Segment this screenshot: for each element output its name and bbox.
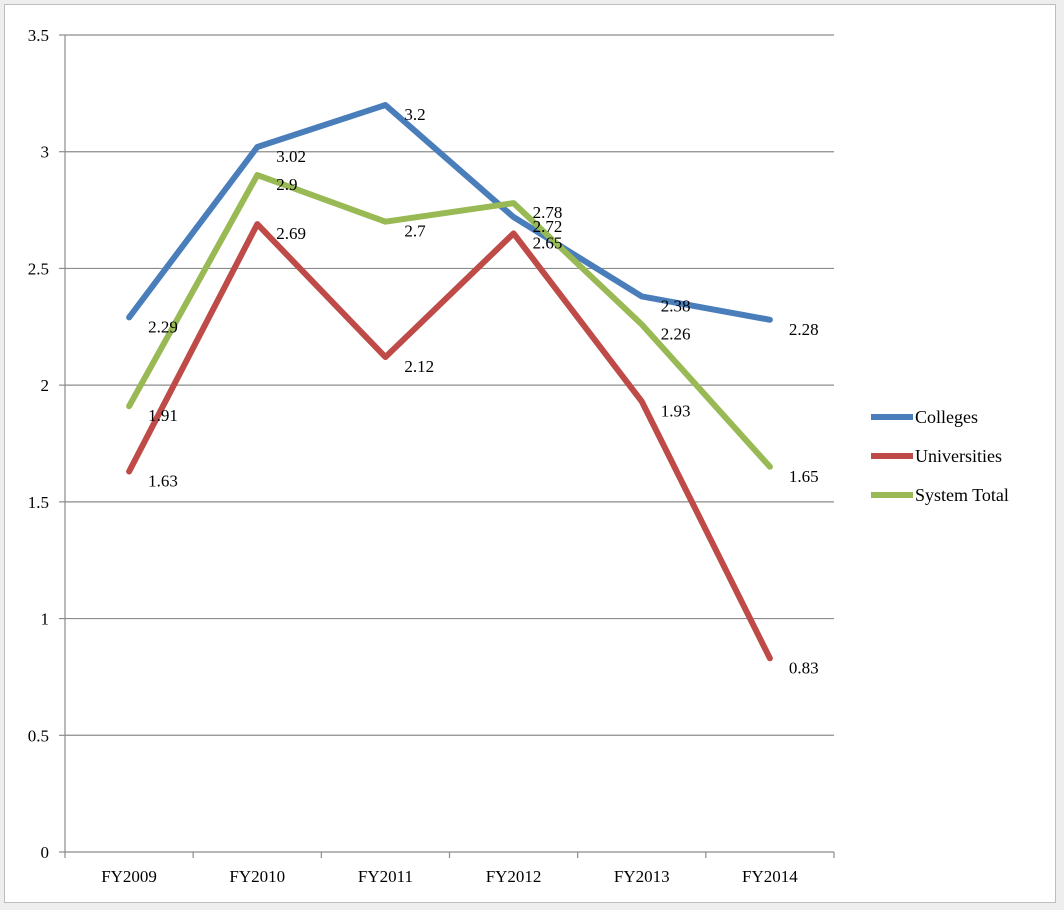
data-label: 2.9 [276, 175, 297, 194]
data-label: 3.2 [404, 105, 425, 124]
data-labels: 2.29 3.02 3.2 2.72 2.38 2.28 1.63 2.69 2.12 2.65 1… [148, 105, 819, 677]
data-label: 2.72 [533, 217, 563, 236]
data-label: 0.83 [789, 658, 819, 677]
gridlines [65, 34, 834, 736]
y-tick-label: 3 [41, 143, 50, 162]
data-label: 2.7 [404, 222, 426, 241]
legend-label: System Total [915, 485, 1009, 505]
data-label: 1.65 [789, 467, 819, 486]
y-tick-label: 1.5 [28, 493, 49, 512]
data-label: 2.29 [148, 317, 178, 336]
data-label: 2.69 [276, 224, 306, 243]
series-line-colleges [126, 102, 773, 323]
y-axis-ticks: 0 0.5 1 1.5 2 2.5 3 3.5 [28, 26, 49, 862]
data-label: 1.93 [661, 401, 691, 420]
y-tick-label: 0 [41, 843, 50, 862]
data-label: 2.38 [661, 296, 691, 315]
series-lines [126, 102, 773, 662]
x-axis-ticks: FY2009 FY2010 FY2011 FY2012 FY2013 FY2014 [101, 867, 798, 886]
chart-frame: 0 0.5 1 1.5 2 2.5 3 3.5 FY2009 FY2010 FY2011 FY201… [4, 4, 1056, 903]
x-tick-label: FY2011 [358, 867, 413, 886]
legend-label: Colleges [915, 407, 978, 427]
x-tick-label: FY2014 [742, 867, 798, 886]
y-tick-label: 2 [41, 376, 50, 395]
x-tick-label: FY2009 [101, 867, 157, 886]
y-tick-label: 3.5 [28, 26, 49, 45]
data-label: 1.91 [148, 406, 178, 425]
y-tick-label: 1 [41, 610, 50, 629]
legend: Colleges Universities System Total [871, 407, 1009, 505]
x-tick-label: FY2010 [229, 867, 285, 886]
data-label: 2.65 [533, 233, 563, 252]
data-label: 2.78 [533, 203, 563, 222]
x-tick-label: FY2012 [486, 867, 542, 886]
series-line-universities [126, 221, 773, 662]
x-tick-label: FY2013 [614, 867, 670, 886]
data-label: 2.12 [404, 357, 434, 376]
y-tick-label: 0.5 [28, 726, 49, 745]
legend-label: Universities [915, 446, 1002, 466]
axes [59, 34, 835, 858]
y-tick-label: 2.5 [28, 259, 49, 278]
line-chart: 0 0.5 1 1.5 2 2.5 3 3.5 FY2009 FY2010 FY2011 FY201… [28, 26, 1009, 886]
data-label: 3.02 [276, 147, 306, 166]
data-label: 1.63 [148, 472, 178, 491]
series-line-system-total [126, 172, 773, 470]
data-label: 2.26 [661, 324, 691, 343]
data-label: 2.28 [789, 320, 819, 339]
